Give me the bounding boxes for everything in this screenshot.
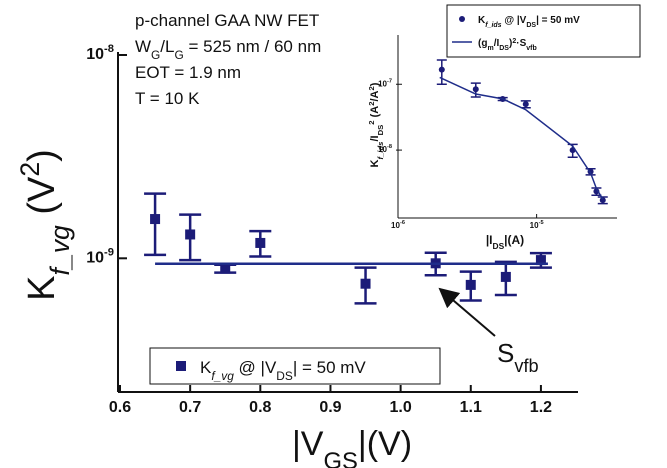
marker	[465, 279, 476, 290]
y-axis-label: Kf_vg (V2)	[15, 149, 75, 301]
annotation: Svfb	[497, 338, 539, 376]
tick-exponent: -7	[387, 79, 392, 85]
x-tick-label: 0.8	[249, 399, 271, 416]
tick-exponent: -5	[539, 220, 544, 226]
tick-text: 1.0	[389, 399, 411, 416]
fit-line	[439, 76, 604, 200]
legend-label: Kf_vg @ |VDS| = 50 mV	[200, 358, 366, 383]
y-tick-label: 10-8	[378, 145, 392, 155]
marker	[535, 255, 546, 266]
legend-label: (gm/IDS)2·Svfb	[478, 38, 537, 52]
x-tick-label: 0.9	[319, 399, 341, 416]
x-tick-label: 1.1	[460, 399, 482, 416]
x-tick-label: 0.6	[109, 399, 131, 416]
arrow	[438, 287, 496, 337]
x-axis-label: |VGS|(V)	[292, 425, 412, 468]
x-tick-label: 1.0	[389, 399, 411, 416]
inset-x-label: |IDS|(A)	[486, 233, 524, 251]
annotation: WG/LG = 525 nm / 60 nm	[135, 37, 321, 62]
marker	[472, 86, 479, 93]
x-tick-label: 10-5	[530, 220, 544, 230]
annotation: p-channel GAA NW FET	[135, 11, 319, 30]
tick-text: 10	[86, 250, 104, 267]
marker	[522, 101, 529, 108]
tick-exponent: -6	[400, 220, 405, 226]
marker	[599, 197, 606, 204]
legend-marker	[459, 16, 465, 22]
marker	[185, 229, 196, 240]
tick-text: 10	[86, 46, 104, 63]
error-bar	[144, 192, 167, 257]
marker	[500, 271, 511, 282]
tick-exponent: -8	[387, 145, 392, 151]
main-axes	[117, 52, 578, 393]
x-tick-label: 0.7	[179, 399, 201, 416]
tick-exponent: -9	[104, 246, 114, 258]
y-tick-label: 10-8	[86, 43, 114, 63]
y-tick-label: 10-7	[378, 79, 392, 89]
legend-marker	[176, 361, 186, 371]
legend-box	[149, 347, 441, 385]
inset-legend-box	[446, 4, 641, 58]
x-tick-label: 10-6	[391, 220, 405, 230]
y-tick-label: 10-9	[86, 246, 114, 266]
tick-text: 10	[530, 221, 539, 230]
x-tick-label: 1.2	[530, 399, 552, 416]
legend-label: Kf_ids @ |VDS| = 50 mV	[478, 15, 580, 29]
marker	[220, 263, 231, 274]
tick-text: 10	[378, 145, 387, 154]
annotation: T = 10 K	[135, 89, 200, 108]
inset-y-label: Kf_ids/IDS2 (A2/A2)	[367, 82, 385, 167]
tick-text: 10	[391, 221, 400, 230]
tick-exponent: -8	[104, 43, 114, 55]
tick-text: 10	[378, 79, 387, 88]
marker	[438, 66, 445, 73]
annotation: EOT = 1.9 nm	[135, 63, 241, 82]
marker	[255, 237, 266, 248]
marker	[360, 278, 371, 289]
marker	[150, 214, 161, 225]
